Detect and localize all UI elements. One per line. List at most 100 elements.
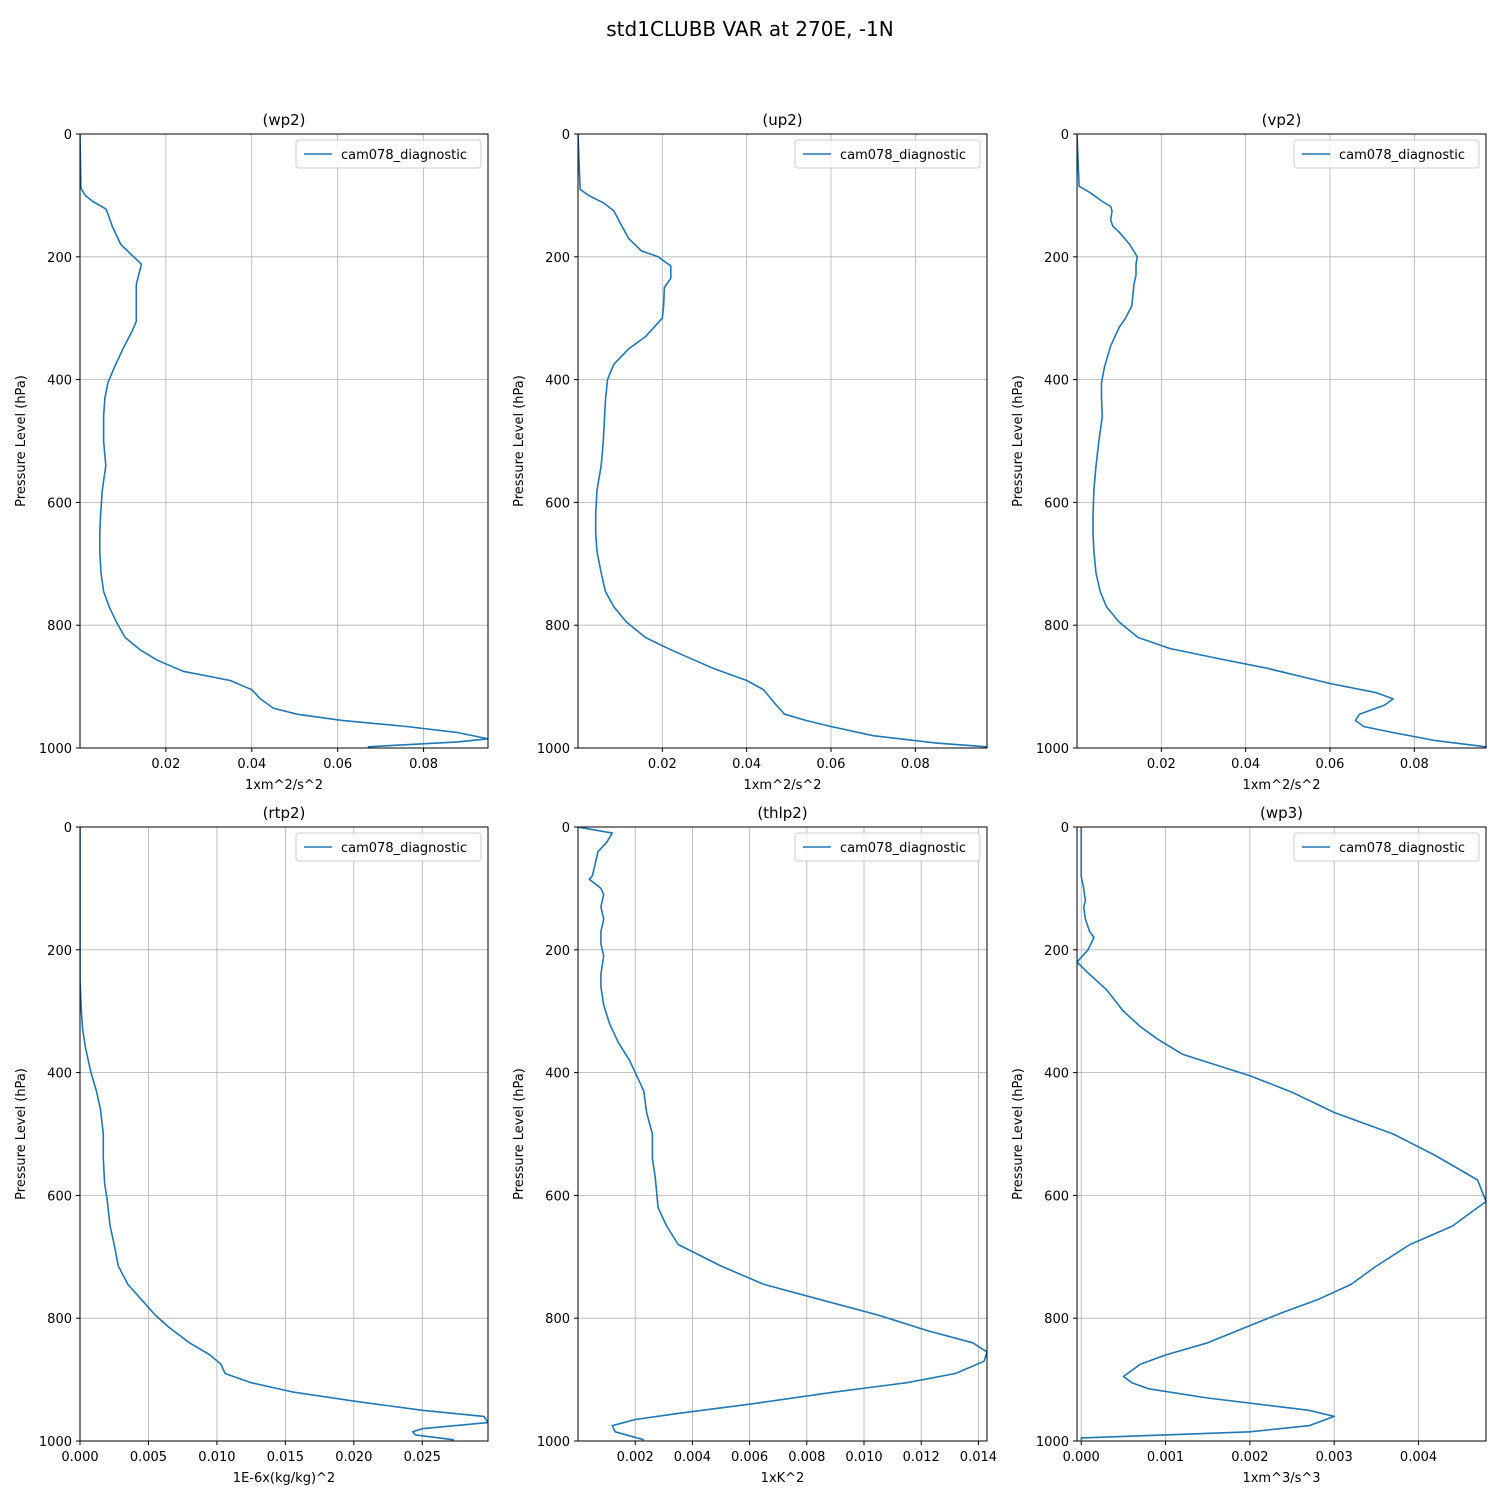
panel-title: (vp2) <box>1262 111 1302 129</box>
legend-label: cam078_diagnostic <box>1339 841 1465 856</box>
x-tick-label: 0.04 <box>1231 757 1260 772</box>
legend: cam078_diagnostic <box>1293 832 1480 862</box>
legend-box <box>1293 832 1480 862</box>
panel-1: 0.02 0.04 0.06 0.08 0 200 400 600 800 1000 (wp2) 1x… <box>14 111 489 793</box>
plot-frame <box>1076 133 1487 749</box>
x-tick-label: 0.04 <box>237 757 266 772</box>
x-axis-label: 1xm^2/s^2 <box>1242 778 1320 793</box>
plot-frame <box>577 133 988 749</box>
y-tick-label: 1000 <box>39 742 72 757</box>
y-tick-label: 0 <box>64 821 72 836</box>
x-tick-label: 0.08 <box>409 757 438 772</box>
panel-6: 0.000 0.001 0.002 0.003 0.004 0 200 400 600 800 10… <box>1011 804 1487 1486</box>
y-tick-label: 800 <box>47 1312 72 1327</box>
y-axis-label: Pressure Level (hPa) <box>1011 1068 1026 1200</box>
y-tick-label: 200 <box>1044 251 1069 266</box>
y-tick-label: 200 <box>1044 944 1069 959</box>
legend-box <box>295 832 482 862</box>
y-tick-label: 600 <box>47 496 72 511</box>
series-line-cam078_diagnostic <box>80 827 488 1441</box>
y-tick-label: 600 <box>545 496 570 511</box>
panel-2: 0.02 0.04 0.06 0.08 0 200 400 600 800 1000 (up2) 1x… <box>512 111 988 793</box>
y-axis-label: Pressure Level (hPa) <box>1011 375 1026 507</box>
figure-title: std1CLUBB VAR at 270E, -1N <box>606 17 893 41</box>
y-tick-label: 200 <box>47 944 72 959</box>
panel-5: 0.002 0.004 0.006 0.008 0.010 0.012 0.014 0 200 4… <box>512 804 997 1486</box>
panels-container: 0.02 0.04 0.06 0.08 0 200 400 600 800 1000 (wp2) 1x… <box>14 111 1487 1486</box>
legend: cam078_diagnostic <box>295 139 482 169</box>
x-tick-label: 0.06 <box>1316 757 1345 772</box>
x-tick-label: 0.006 <box>731 1450 768 1465</box>
legend-box <box>794 139 981 169</box>
legend-label: cam078_diagnostic <box>840 841 966 856</box>
x-tick-label: 0.025 <box>404 1450 441 1465</box>
y-axis-label: Pressure Level (hPa) <box>14 1068 29 1200</box>
series-line-cam078_diagnostic <box>1077 827 1486 1440</box>
x-axis-label: 1E-6x(kg/kg)^2 <box>233 1471 335 1486</box>
panel-3: 0.02 0.04 0.06 0.08 0 200 400 600 800 1000 (vp2) 1x… <box>1011 111 1487 793</box>
panel-4: 0.000 0.005 0.010 0.015 0.020 0.025 0 200 400 600… <box>14 804 489 1486</box>
y-axis-label: Pressure Level (hPa) <box>14 375 29 507</box>
x-tick-label: 0.010 <box>198 1450 235 1465</box>
y-tick-label: 1000 <box>39 1435 72 1450</box>
x-axis-label: 1xm^2/s^2 <box>743 778 821 793</box>
legend-label: cam078_diagnostic <box>341 841 467 856</box>
y-tick-label: 800 <box>1044 1312 1069 1327</box>
panel-title: (wp3) <box>1260 804 1303 822</box>
y-tick-label: 1000 <box>1036 1435 1069 1450</box>
legend: cam078_diagnostic <box>295 832 482 862</box>
x-tick-label: 0.08 <box>901 757 930 772</box>
y-tick-label: 800 <box>545 619 570 634</box>
x-tick-label: 0.06 <box>323 757 352 772</box>
x-tick-label: 0.012 <box>903 1450 940 1465</box>
y-tick-label: 800 <box>1044 619 1069 634</box>
plot-frame <box>577 826 988 1442</box>
legend: cam078_diagnostic <box>794 832 981 862</box>
x-tick-label: 0.002 <box>617 1450 654 1465</box>
x-tick-label: 0.02 <box>648 757 677 772</box>
panel-title: (up2) <box>762 111 802 129</box>
y-tick-label: 1000 <box>537 1435 570 1450</box>
y-tick-label: 600 <box>47 1189 72 1204</box>
y-tick-label: 400 <box>47 1067 72 1082</box>
y-tick-label: 0 <box>562 128 570 143</box>
y-tick-label: 200 <box>47 251 72 266</box>
y-tick-label: 600 <box>1044 1189 1069 1204</box>
x-tick-label: 0.000 <box>61 1450 98 1465</box>
y-tick-label: 1000 <box>537 742 570 757</box>
y-tick-label: 400 <box>545 374 570 389</box>
y-tick-label: 200 <box>545 944 570 959</box>
y-tick-label: 400 <box>47 374 72 389</box>
y-tick-label: 400 <box>1044 374 1069 389</box>
x-tick-label: 0.004 <box>674 1450 711 1465</box>
legend: cam078_diagnostic <box>1293 139 1480 169</box>
y-tick-label: 400 <box>545 1067 570 1082</box>
x-tick-label: 0.06 <box>817 757 846 772</box>
legend-box <box>794 832 981 862</box>
x-tick-label: 0.02 <box>151 757 180 772</box>
legend-label: cam078_diagnostic <box>1339 148 1465 163</box>
x-tick-label: 0.008 <box>788 1450 825 1465</box>
legend-label: cam078_diagnostic <box>840 148 966 163</box>
plot-frame <box>79 826 489 1442</box>
x-tick-label: 0.003 <box>1316 1450 1353 1465</box>
x-axis-label: 1xm^3/s^3 <box>1242 1471 1320 1486</box>
x-tick-label: 0.015 <box>267 1450 304 1465</box>
x-axis-label: 1xK^2 <box>761 1471 805 1486</box>
x-tick-label: 0.005 <box>130 1450 167 1465</box>
x-tick-label: 0.08 <box>1400 757 1429 772</box>
y-tick-label: 600 <box>545 1189 570 1204</box>
x-tick-label: 0.001 <box>1147 1450 1184 1465</box>
y-axis-label: Pressure Level (hPa) <box>512 1068 527 1200</box>
panel-title: (wp2) <box>262 111 305 129</box>
plot-frame <box>79 133 489 749</box>
y-tick-label: 0 <box>64 128 72 143</box>
y-tick-label: 0 <box>562 821 570 836</box>
legend-label: cam078_diagnostic <box>341 148 467 163</box>
y-tick-label: 400 <box>1044 1067 1069 1082</box>
y-tick-label: 600 <box>1044 496 1069 511</box>
y-tick-label: 1000 <box>1036 742 1069 757</box>
x-tick-label: 0.020 <box>335 1450 372 1465</box>
x-axis-label: 1xm^2/s^2 <box>245 778 323 793</box>
